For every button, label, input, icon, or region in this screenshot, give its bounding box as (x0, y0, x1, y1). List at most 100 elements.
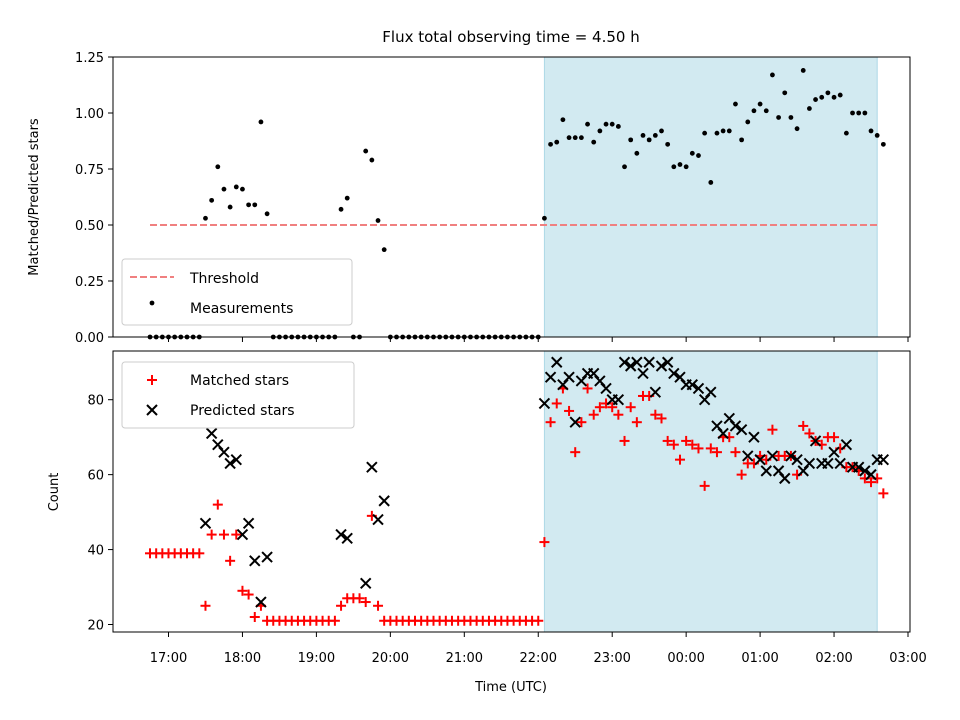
measurement-point (733, 101, 738, 107)
measurement-point (794, 126, 800, 132)
matched-point (711, 447, 722, 458)
x-tick-label: 19:00 (298, 651, 335, 666)
predicted-point (791, 453, 803, 466)
predicted-point (661, 356, 674, 368)
measurement-point (548, 141, 553, 147)
predicted-point (785, 450, 797, 462)
measurement-point (800, 68, 806, 73)
measurement-point (209, 197, 215, 203)
predicted-point (359, 577, 372, 590)
matched-point (539, 537, 550, 548)
bottom-highlight-span (543, 350, 878, 633)
top-legend-box (121, 258, 353, 326)
matched-point (607, 402, 618, 413)
measurement-point (258, 119, 264, 125)
predicted-point (643, 356, 655, 368)
measurement-point (609, 121, 615, 127)
predicted-point (668, 367, 680, 380)
measurement-point (246, 202, 252, 208)
measurement-point (566, 135, 572, 141)
measurement-point (745, 119, 751, 125)
measurement-point (578, 135, 584, 141)
matched-point (656, 413, 667, 424)
measurement-point (831, 94, 837, 100)
measurement-point (338, 206, 344, 212)
measurement-point (868, 128, 874, 134)
matched-point (613, 409, 624, 420)
predicted-point (754, 453, 766, 466)
matched-point (693, 443, 704, 454)
measurement-point (763, 108, 769, 114)
measurement-point (652, 133, 658, 138)
measurement-point (714, 130, 720, 136)
predicted-point (803, 457, 816, 470)
matched-point (619, 435, 630, 446)
matched-point (804, 428, 815, 439)
measurement-point (634, 150, 640, 156)
matched-point (829, 432, 840, 443)
predicted-point (822, 457, 834, 470)
matched-point (668, 439, 679, 450)
predicted-point (637, 367, 649, 380)
predicted-point (242, 517, 255, 530)
measurement-point (572, 135, 578, 141)
predicted-point (372, 513, 384, 526)
matched-point (736, 469, 747, 480)
matched-point (533, 615, 544, 626)
measurement-point (240, 186, 245, 192)
predicted-point (717, 427, 729, 440)
legend-threshold-label: Threshold (189, 271, 259, 287)
measurement-point (597, 128, 603, 134)
measurement-point (856, 110, 862, 116)
measurement-point (665, 141, 671, 147)
measurement-point (264, 211, 270, 217)
measurement-point (381, 247, 387, 253)
x-tick-label: 00:00 (667, 651, 704, 666)
measurement-point (862, 110, 868, 116)
measurement-point (252, 202, 258, 208)
measurement-point (622, 164, 627, 170)
measurement-point (603, 121, 609, 127)
bottom-y-tick-label: 60 (87, 469, 104, 484)
predicted-point (631, 356, 643, 368)
bottom-y-tick-label: 80 (87, 394, 104, 409)
matched-point (336, 600, 347, 611)
top-plot-frame (112, 56, 911, 338)
matched-point (237, 585, 248, 596)
matched-point (576, 417, 587, 428)
matched-point (878, 488, 889, 499)
measurement-point (646, 137, 652, 143)
measurement-point (751, 108, 757, 114)
matched-point (674, 454, 685, 465)
matched-point (551, 398, 562, 409)
measurement-point (843, 130, 849, 136)
measurement-point (708, 180, 714, 185)
measurement-point (788, 115, 794, 120)
top-y-tick-label: 0.00 (75, 331, 104, 346)
measurement-point (585, 121, 590, 127)
matched-point (360, 597, 371, 608)
matched-point (631, 417, 642, 428)
measurement-point (375, 218, 381, 223)
legend-predicted-label: Predicted stars (190, 403, 295, 419)
x-tick-label: 18:00 (224, 651, 261, 666)
chart-title: Flux total observing time = 4.50 h (382, 28, 639, 46)
measurement-point (227, 204, 233, 210)
matched-point (225, 555, 236, 566)
matched-point (354, 593, 365, 604)
matched-point (625, 402, 636, 413)
legend-predicted-swatch (146, 404, 158, 416)
measurement-point (671, 164, 677, 170)
matched-point (545, 417, 556, 428)
predicted-point (649, 386, 662, 398)
predicted-point (618, 356, 631, 368)
matched-point (570, 447, 581, 458)
predicted-point (230, 453, 242, 466)
x-axis-label: Time (UTC) (474, 680, 547, 695)
measurement-point (874, 133, 880, 138)
predicted-point (729, 420, 742, 432)
matched-point (687, 439, 698, 450)
matched-point (699, 480, 710, 491)
predicted-point (544, 371, 557, 383)
measurement-point (807, 106, 812, 111)
